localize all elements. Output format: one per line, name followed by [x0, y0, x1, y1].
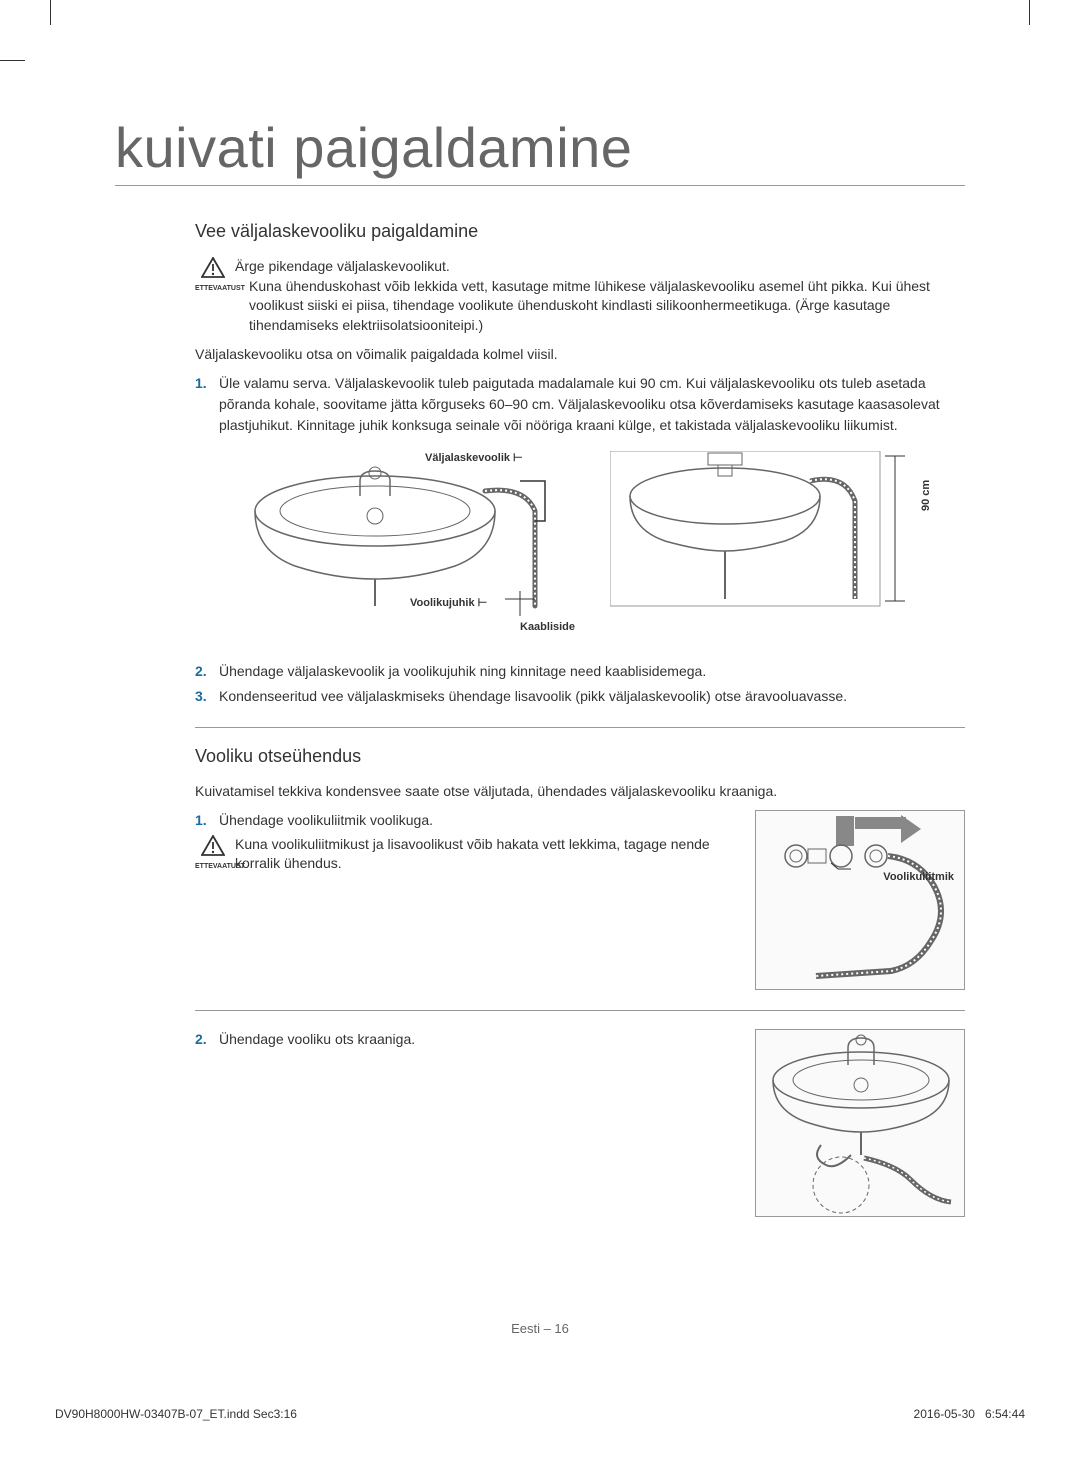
caution-text-2: Kuna voolikuliitmikust ja lisavoolikust … — [230, 835, 735, 874]
caution-label: ETTEVAATUST — [195, 285, 230, 292]
caution-body: Kuna ühenduskohast võib lekkida vett, ka… — [235, 277, 965, 336]
caution-icon-wrap: ETTEVAATUST — [195, 257, 230, 335]
crop-mark — [0, 60, 25, 61]
sink-tap-svg — [756, 1030, 966, 1218]
section-divider — [195, 727, 965, 728]
section2-intro: Kuivatamisel tekkiva kondensvee saate ot… — [195, 782, 965, 802]
figure-label-connector: Voolikuliitmik — [883, 871, 954, 883]
item-bold: Üle valamu serva. — [219, 375, 331, 391]
warning-triangle-icon — [201, 835, 225, 856]
caution-label: ETTEVAATUST — [195, 863, 230, 870]
connector-svg — [756, 811, 966, 991]
list-text: Ühendage vooliku ots kraaniga. — [219, 1029, 735, 1050]
list-number: 1. — [195, 810, 219, 831]
list-number: 3. — [195, 686, 219, 707]
list-number: 2. — [195, 661, 219, 682]
list-item-1: 1. Üle valamu serva. Väljalaskevoolik tu… — [195, 373, 965, 436]
caution-block-2: ETTEVAATUST Kuna voolikuliitmikust ja li… — [195, 835, 735, 874]
crop-mark — [1029, 0, 1030, 25]
figure-sink-tap — [755, 1029, 965, 1217]
page-number: Eesti – 16 — [0, 1321, 1080, 1336]
step-2-block: 2. Ühendage vooliku ots kraaniga. — [195, 1029, 965, 1217]
step-2-content: 2. Ühendage vooliku ots kraaniga. — [195, 1029, 735, 1054]
list-item-s2-1: 1. Ühendage voolikuliitmik voolikuga. — [195, 810, 735, 831]
sink-diagram-right — [610, 451, 910, 611]
sink-tap-diagram — [755, 1029, 965, 1217]
file-reference: DV90H8000HW-03407B-07_ET.indd Sec3:16 — [55, 1407, 297, 1421]
crop-mark — [50, 0, 51, 25]
page-content: kuivati paigaldamine Vee väljalaskevooli… — [115, 115, 965, 1217]
diagram-label-cable-tie: Kaabliside — [520, 621, 575, 633]
list-text: Ühendage voolikuliitmik voolikuga. — [219, 810, 735, 831]
list-number: 2. — [195, 1029, 219, 1050]
list-text: Ühendage väljalaskevoolik ja voolikujuhi… — [219, 661, 965, 682]
section-divider — [195, 1010, 965, 1011]
list-number: 1. — [195, 373, 219, 436]
list-item-3: 3. Kondenseeritud vee väljalaskmiseks üh… — [195, 686, 965, 707]
diagram-label-hose-guide: Voolikujuhik ⊢ — [410, 596, 487, 609]
intro-paragraph: Väljalaskevooliku otsa on võimalik paiga… — [195, 345, 965, 365]
caution-bold-line: Ärge pikendage väljalaskevoolikut. — [235, 257, 965, 277]
list-text: Kondenseeritud vee väljalaskmiseks ühend… — [219, 686, 965, 707]
diagram-label-height: 90 cm — [920, 480, 932, 511]
list-item-s2-2: 2. Ühendage vooliku ots kraaniga. — [195, 1029, 735, 1050]
list-text: Üle valamu serva. Väljalaskevoolik tuleb… — [219, 373, 965, 436]
page-title: kuivati paigaldamine — [115, 115, 965, 186]
step-1-block: 1. Ühendage voolikuliitmik voolikuga. ET… — [195, 810, 965, 990]
section-title-direct-connection: Vooliku otseühendus — [195, 746, 965, 767]
caution-block: ETTEVAATUST Ärge pikendage väljalaskevoo… — [195, 257, 965, 335]
sink-diagram-left — [235, 461, 575, 616]
print-datetime: 2016-05-30 6:54:44 — [914, 1407, 1025, 1421]
figure-connector: Voolikuliitmik — [755, 810, 965, 990]
warning-triangle-icon — [201, 257, 225, 278]
caution-text: Ärge pikendage väljalaskevoolikut. Kuna … — [230, 257, 965, 335]
section-title-drain-hose: Vee väljalaskevooliku paigaldamine — [195, 221, 965, 242]
connector-diagram: Voolikuliitmik — [755, 810, 965, 990]
caution-icon-wrap: ETTEVAATUST — [195, 835, 230, 874]
content-area: Vee väljalaskevooliku paigaldamine ETTEV… — [195, 221, 965, 1217]
step-1-content: 1. Ühendage voolikuliitmik voolikuga. ET… — [195, 810, 735, 884]
diagram-area: Väljalaskevoolik ⊢ Voolikujuhik ⊢ Kaabli… — [195, 451, 965, 641]
footer-meta: DV90H8000HW-03407B-07_ET.indd Sec3:16 20… — [55, 1407, 1025, 1421]
list-item-2: 2. Ühendage väljalaskevoolik ja voolikuj… — [195, 661, 965, 682]
